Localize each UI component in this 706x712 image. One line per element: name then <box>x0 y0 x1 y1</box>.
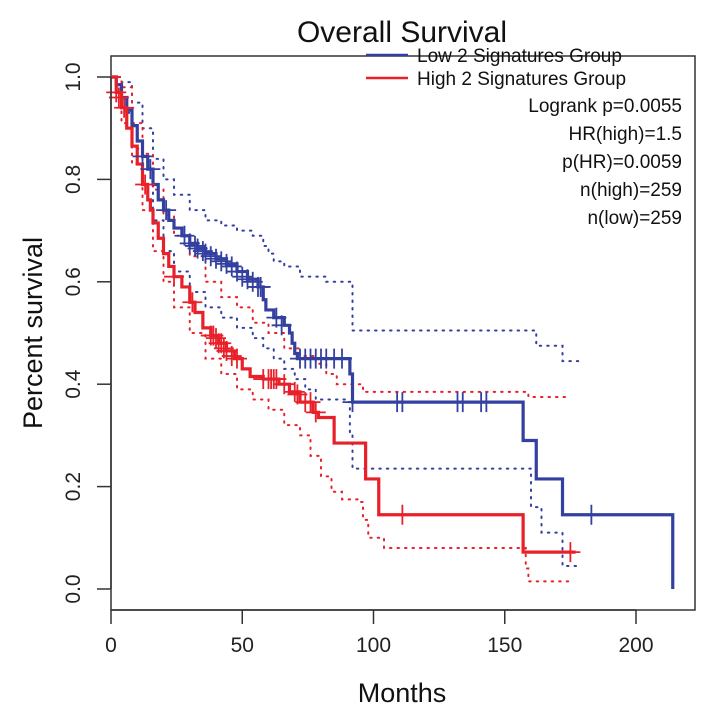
y-tick-label: 0.6 <box>62 267 85 296</box>
censor-marks <box>106 82 602 563</box>
chart-title: Overall Survival <box>297 16 507 49</box>
y-axis: 0.0 0.2 0.4 0.6 0.8 1.0 <box>62 62 112 604</box>
y-axis-label: Percent survival <box>18 237 48 429</box>
ci-upper-low <box>110 76 580 363</box>
ci-upper-high <box>110 76 572 398</box>
annotation-logrank-p: Logrank p=0.0055 <box>528 96 682 117</box>
confidence-intervals <box>110 76 580 583</box>
annotation-hr: HR(high)=1.5 <box>568 124 682 145</box>
y-tick-label: 0.4 <box>62 369 85 399</box>
annotation-p-hr: p(HR)=0.0059 <box>562 152 682 173</box>
ci-lower-low <box>110 76 580 567</box>
y-tick-label: 0.8 <box>62 165 85 194</box>
x-axis-label: Months <box>358 678 447 708</box>
survival-curve-high <box>111 75 576 554</box>
legend-label-high: High 2 Signatures Group <box>417 69 626 90</box>
legend: Low 2 Signatures Group High 2 Signatures… <box>366 46 682 229</box>
x-axis: 0 50 100 150 200 <box>105 609 654 657</box>
y-tick-label: 0.2 <box>62 472 85 501</box>
x-tick-label: 50 <box>231 634 254 657</box>
y-tick-label: 0.0 <box>62 574 85 603</box>
annotation-n-high: n(high)=259 <box>580 180 682 201</box>
x-tick-label: 200 <box>618 634 653 657</box>
legend-label-low: Low 2 Signatures Group <box>417 46 622 67</box>
y-tick-label: 1.0 <box>62 62 85 91</box>
ci-lower-high <box>110 76 572 583</box>
x-tick-label: 150 <box>487 634 522 657</box>
x-tick-label: 100 <box>356 634 391 657</box>
x-tick-label: 0 <box>105 634 117 657</box>
annotation-n-low: n(low)=259 <box>587 208 682 229</box>
